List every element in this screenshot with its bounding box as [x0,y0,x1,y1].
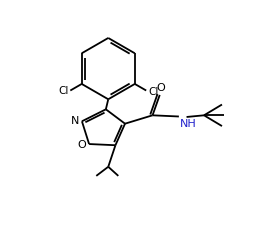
Text: NH: NH [180,119,197,129]
Text: N: N [71,116,79,126]
Text: Cl: Cl [148,87,159,97]
Text: O: O [78,140,86,150]
Text: O: O [157,82,165,93]
Text: Cl: Cl [58,86,68,96]
